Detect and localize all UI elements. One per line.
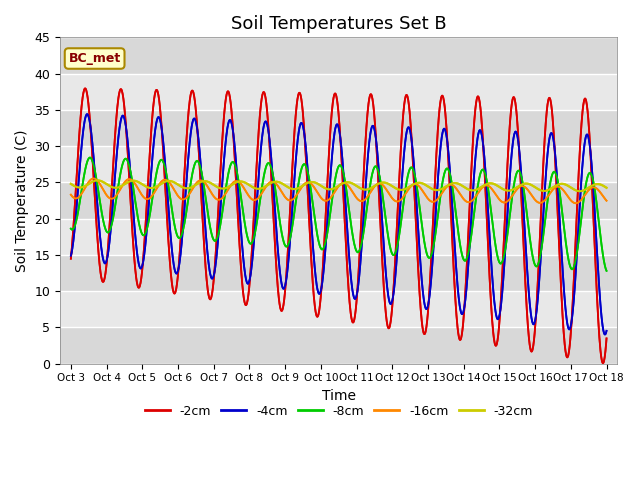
-8cm [306,179,314,184]
-2cm [372,137,380,143]
-2cm [603,336,611,341]
Line: -8cm: -8cm [71,157,607,271]
Bar [60,219,617,255]
Line: -4cm: -4cm [71,114,607,335]
Legend: -2cm, -4cm, -8cm, -16cm, -32cm: -2cm, -4cm, -8cm, -16cm, -32cm [140,400,538,423]
-16cm [131,180,138,186]
-32cm [306,180,314,185]
-4cm [83,111,91,117]
-8cm [67,226,75,231]
Bar [60,291,617,327]
-32cm [372,182,380,188]
-2cm [67,256,75,262]
Bar [60,37,617,73]
Bar [60,182,617,219]
Bar [60,255,617,291]
-2cm [109,171,116,177]
X-axis label: Time: Time [322,389,356,403]
-16cm [572,200,580,206]
-16cm [294,189,302,195]
-32cm [316,182,323,188]
-4cm [372,137,380,143]
-4cm [601,332,609,337]
Text: BC_met: BC_met [68,52,121,65]
-16cm [109,196,116,202]
-4cm [67,253,75,259]
-4cm [109,203,116,209]
-4cm [316,291,323,297]
-8cm [131,193,138,199]
-4cm [294,131,302,136]
-32cm [67,181,75,187]
Line: -32cm: -32cm [71,180,607,191]
-2cm [306,225,314,231]
Bar [60,146,617,182]
-32cm [109,184,116,190]
Y-axis label: Soil Temperature (C): Soil Temperature (C) [15,129,29,272]
-2cm [81,85,89,91]
-16cm [306,180,314,186]
Line: -16cm: -16cm [71,179,607,203]
-4cm [131,224,138,229]
Line: -2cm: -2cm [71,88,607,363]
-32cm [576,188,584,194]
Bar [60,73,617,110]
-4cm [603,328,611,334]
-8cm [294,180,302,186]
-16cm [90,176,97,181]
-4cm [306,194,314,200]
-8cm [603,268,611,274]
-32cm [294,185,302,191]
-8cm [86,155,93,160]
-16cm [603,198,611,204]
-16cm [316,192,323,198]
-2cm [599,360,607,366]
-32cm [131,178,138,184]
Bar [60,327,617,364]
-2cm [316,308,323,313]
-2cm [131,258,138,264]
-8cm [372,164,380,169]
-16cm [372,182,380,188]
-8cm [316,241,323,247]
-16cm [67,192,75,198]
-8cm [109,217,116,223]
Title: Soil Temperatures Set B: Soil Temperatures Set B [231,15,447,33]
-32cm [603,185,611,191]
-2cm [294,91,302,97]
-32cm [94,178,102,183]
Bar [60,110,617,146]
